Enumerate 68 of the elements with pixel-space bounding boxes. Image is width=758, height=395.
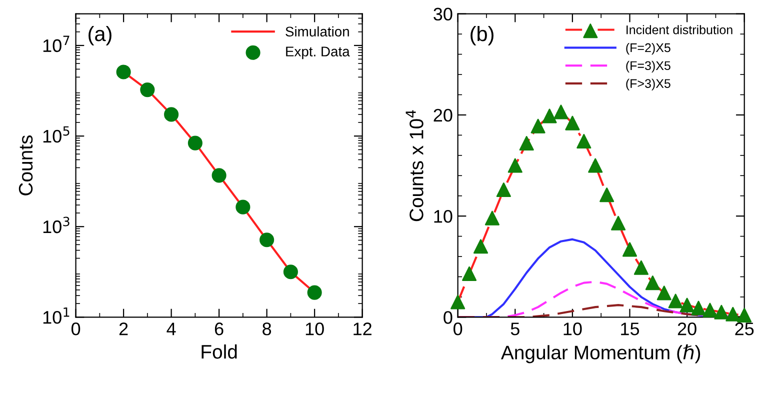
- point: [542, 108, 557, 124]
- y-tick-label: 20: [434, 108, 452, 122]
- y-tick-label: 10$^{7}$: [43, 36, 70, 52]
- point: [236, 200, 250, 214]
- point: [164, 107, 179, 122]
- point: [737, 308, 752, 322]
- x-tick-label: 5: [510, 322, 520, 336]
- y-tick-label: 30: [434, 8, 452, 21]
- point: [668, 294, 683, 308]
- x-tick-label: 0: [454, 322, 462, 336]
- point: [260, 232, 274, 248]
- annotation: (b): [470, 26, 494, 46]
- point: [600, 188, 614, 202]
- point: [702, 302, 718, 318]
- x-tick-label: 20: [678, 322, 696, 336]
- x-tick-label: 15: [621, 322, 640, 336]
- legend-label: (F=3)X5: [626, 60, 670, 73]
- x-tick-label: 8: [262, 322, 272, 336]
- x-tick-label: 10: [306, 322, 324, 336]
- point: [656, 286, 672, 300]
- legend-label: Simulation: [286, 26, 349, 37]
- point: [450, 294, 466, 310]
- x-tick-label: 25: [735, 322, 754, 336]
- x-tick-label: 6: [214, 322, 224, 336]
- legend-label: Incident distribution: [626, 25, 732, 34]
- x-tick-label: 2: [119, 322, 128, 336]
- point: [116, 64, 131, 80]
- point: [283, 264, 298, 280]
- legend-label: (F>3)X5: [626, 78, 670, 90]
- y-tick-label: 10$^{5}$: [43, 126, 70, 143]
- point: [519, 136, 534, 151]
- point: [680, 298, 694, 312]
- y-axis-title: Counts: [18, 135, 33, 196]
- y-axis-title: Counts x 10$^{4}$: [406, 110, 424, 222]
- annotation: (a): [88, 26, 112, 46]
- point: [645, 276, 660, 290]
- point: [508, 158, 522, 173]
- y-tick-label: 10$^{3}$: [43, 216, 70, 234]
- y-tick-label: 0: [444, 311, 452, 324]
- point: [726, 306, 740, 322]
- point: [484, 210, 500, 226]
- point: [212, 168, 226, 183]
- y-tick-label: 10: [434, 210, 452, 223]
- x-axis-title: Fold: [202, 344, 237, 359]
- point: [588, 158, 603, 173]
- point: [188, 136, 202, 150]
- point: [576, 134, 592, 149]
- point: [622, 242, 638, 257]
- point: [462, 266, 477, 281]
- x-tick-label: 12: [354, 322, 372, 336]
- point: [714, 304, 729, 320]
- point: [140, 82, 155, 98]
- point: [307, 285, 322, 300]
- x-axis-title: Angular Momentum (ℏ): [500, 344, 700, 364]
- y-tick-label: 10$^{1}$: [43, 307, 70, 324]
- legend-label: (F=2)X5: [626, 42, 670, 55]
- x-tick-label: 4: [166, 322, 176, 336]
- x-tick-label: 10: [564, 322, 582, 336]
- point: [554, 104, 568, 120]
- point: [496, 182, 511, 198]
- point: [565, 116, 580, 130]
- point: [611, 216, 626, 230]
- legend-label: Expt. Data: [286, 46, 350, 60]
- point: [634, 260, 648, 275]
- x-tick-label: 0: [71, 322, 80, 336]
- point: [530, 118, 546, 134]
- point: [473, 239, 488, 254]
- point: [691, 300, 706, 316]
